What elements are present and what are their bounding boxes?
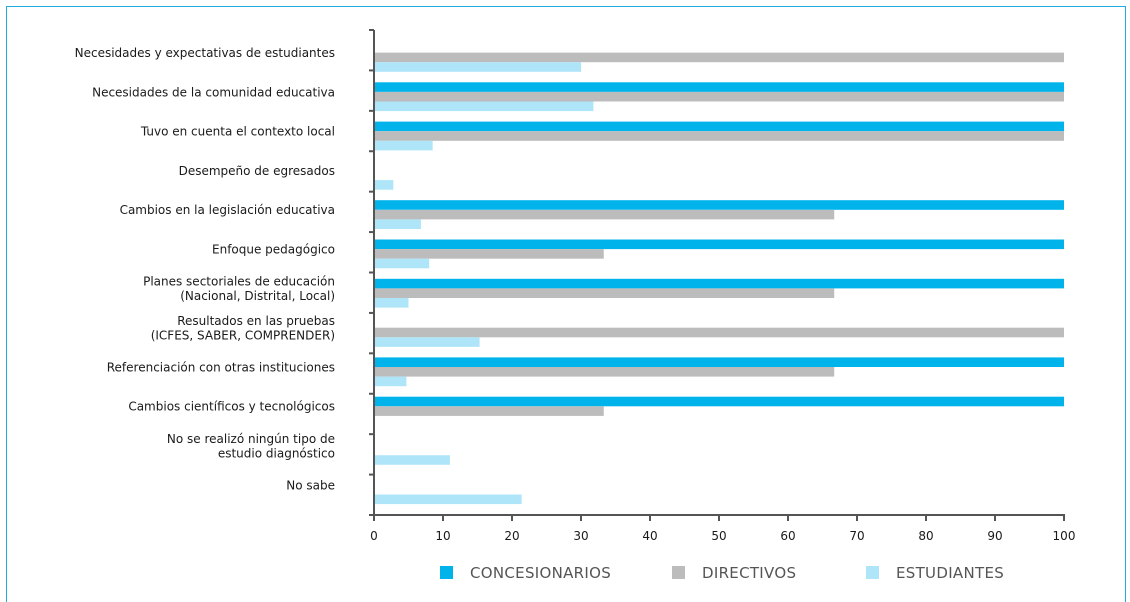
legend-label-estudiantes: ESTUDIANTES: [896, 564, 1004, 582]
bar-estudiantes-5: [374, 258, 430, 269]
category-label-10: No se realizó ningún tipo de estudio diag…: [167, 432, 335, 461]
bar-concesionarios-9: [374, 396, 1064, 407]
bar-concesionarios-6: [374, 278, 1064, 289]
bar-estudiantes-7: [374, 337, 480, 347]
x-tick-label-1: 10: [435, 529, 450, 543]
bar-directivos-9: [374, 406, 604, 416]
chart-frame: [6, 6, 1126, 602]
category-label-11: No sabe: [286, 478, 335, 492]
category-label-6: Planes sectoriales de educación (Nacional…: [143, 275, 335, 304]
bar-concesionarios-2: [374, 121, 1064, 132]
category-label-5: Enfoque pedagógico: [212, 243, 335, 257]
x-tick-label-5: 50: [711, 529, 726, 543]
category-label-2: Tuvo en cuenta el contexto local: [140, 125, 335, 139]
bar-estudiantes-2: [374, 140, 433, 151]
bar-concesionarios-1: [374, 82, 1064, 92]
x-tick-label-10: 100: [1053, 529, 1076, 543]
bar-estudiantes-0: [374, 62, 581, 72]
x-tick-label-3: 30: [573, 529, 588, 543]
x-tick-label-4: 40: [642, 529, 657, 543]
legend-label-concesionarios: CONCESIONARIOS: [470, 564, 611, 582]
category-label-1: Necesidades de la comunidad educativa: [92, 85, 335, 99]
bar-estudiantes-6: [374, 298, 409, 308]
x-tick-label-8: 80: [918, 529, 933, 543]
x-tick-label-0: 0: [370, 529, 378, 543]
x-tick-label-6: 60: [780, 529, 795, 543]
bar-concesionarios-4: [374, 200, 1064, 210]
bar-estudiantes-8: [374, 376, 407, 387]
bar-estudiantes-4: [374, 219, 421, 229]
bar-directivos-1: [374, 91, 1064, 102]
bar-concesionarios-8: [374, 357, 1064, 367]
bar-concesionarios-5: [374, 239, 1064, 250]
bar-directivos-5: [374, 249, 604, 259]
x-tick-label-2: 20: [504, 529, 519, 543]
bar-estudiantes-3: [374, 180, 394, 190]
category-label-3: Desempeño de egresados: [179, 164, 335, 178]
category-label-0: Necesidades y expectativas de estudiante…: [75, 46, 335, 60]
category-label-4: Cambios en la legislación educativa: [120, 203, 335, 217]
bar-estudiantes-11: [374, 494, 522, 505]
x-tick-label-9: 90: [987, 529, 1002, 543]
legend-swatch-concesionarios: [440, 566, 453, 579]
bar-directivos-8: [374, 367, 835, 377]
category-label-8: Referenciación con otras instituciones: [107, 360, 335, 374]
bar-directivos-7: [374, 327, 1064, 338]
category-label-9: Cambios científicos y tecnológicos: [128, 400, 335, 414]
bar-directivos-2: [374, 131, 1064, 141]
bar-directivos-4: [374, 209, 835, 220]
bar-directivos-6: [374, 288, 835, 298]
x-tick-label-7: 70: [849, 529, 864, 543]
legend-swatch-estudiantes: [866, 566, 879, 579]
bar-estudiantes-1: [374, 101, 594, 112]
legend-swatch-directivos: [672, 566, 685, 579]
bar-directivos-0: [374, 52, 1064, 63]
category-label-7: Resultados en las pruebas (ICFES, SABER, …: [151, 314, 335, 343]
bar-estudiantes-10: [374, 455, 450, 465]
legend-label-directivos: DIRECTIVOS: [702, 564, 796, 582]
